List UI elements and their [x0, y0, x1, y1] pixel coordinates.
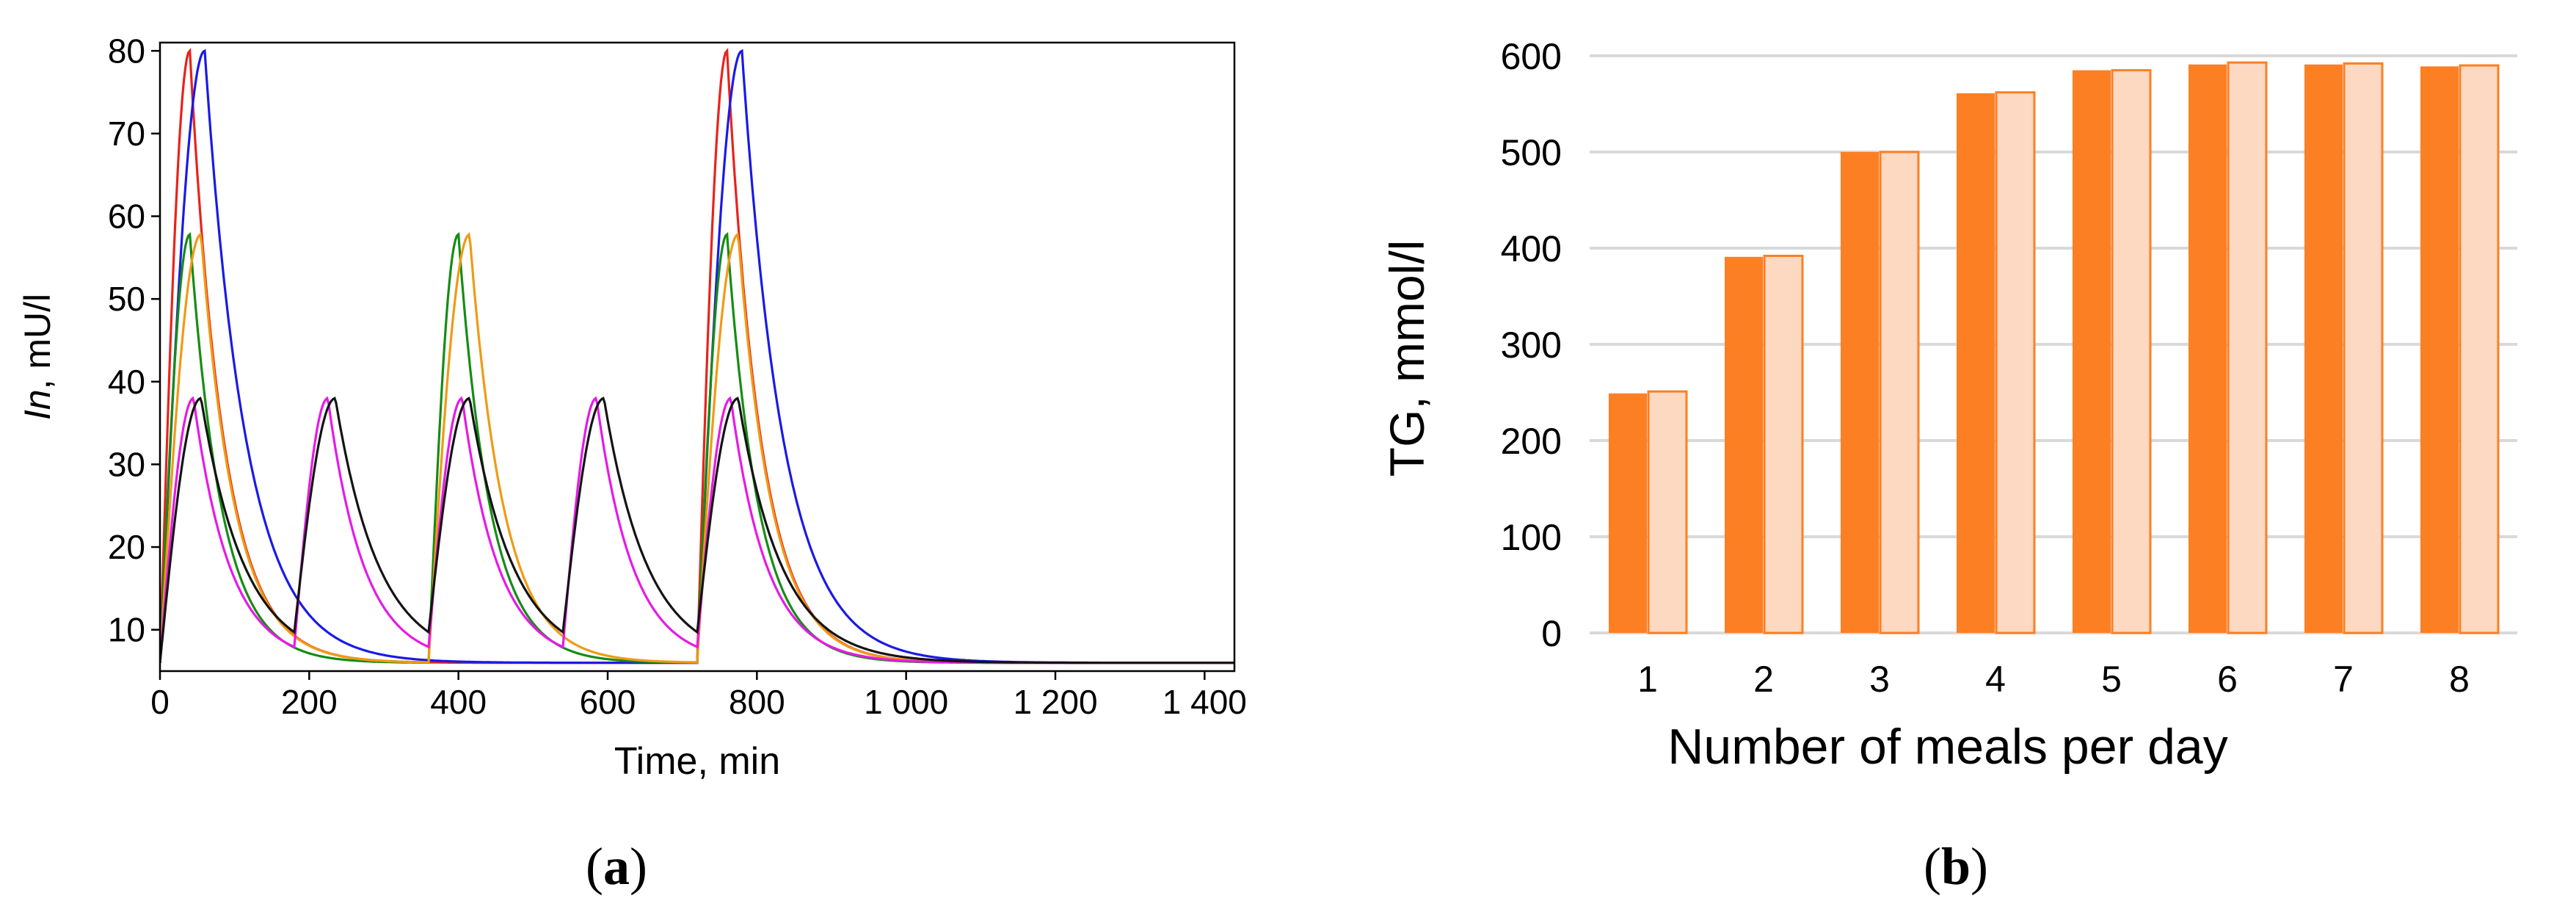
chart-b-y-tick-label: 400	[1501, 228, 1562, 269]
chart-b-bar-series2-cat3	[1879, 151, 1920, 634]
chart-b-y-tick-label: 600	[1501, 36, 1562, 77]
chart-b-y-tick-label: 200	[1501, 421, 1562, 462]
chart-b-y-tick-label: 300	[1501, 325, 1562, 366]
chart-b-x-tick-label: 2	[1753, 659, 1774, 700]
chart-a-panel-label: (a)	[586, 837, 647, 896]
chart-b-x-tick-label: 5	[2101, 659, 2122, 700]
chart-a-series-blue	[160, 48, 1234, 664]
chart-b-bar-series1-cat1	[1609, 393, 1647, 633]
chart-a-x-tick-label: 1 200	[1013, 683, 1097, 721]
chart-b-bar-series2-cat4	[1995, 91, 2036, 634]
chart-a-y-tick-label: 40	[108, 363, 145, 401]
chart-b-x-axis-title: Number of meals per day	[1667, 719, 2227, 775]
chart-b-bar-series1-cat8	[2420, 66, 2459, 633]
chart-b-y-tick-label: 100	[1501, 517, 1562, 558]
chart-a-x-tick-label: 0	[150, 683, 170, 721]
chart-b-x-tick-label: 3	[1869, 659, 1890, 700]
chart-b-y-axis-title: TG, mmol/l	[1380, 240, 1434, 477]
chart-b-panel-label: (b)	[1924, 837, 1988, 896]
chart-b-bar-series1-cat4	[1957, 93, 1995, 634]
chart-a-plot-frame	[159, 41, 1236, 673]
chart-a-x-axis-title: Time, min	[614, 740, 780, 783]
chart-b-y-tick-label: 500	[1501, 132, 1562, 173]
chart-a-y-axis-title: In, mU/l	[17, 294, 58, 420]
chart-b-x-tick-label: 8	[2449, 659, 2470, 700]
chart-a-x-tick-label: 800	[729, 683, 785, 721]
chart-b-bar-series2-cat1	[1647, 390, 1688, 634]
chart-a-y-tick-label: 10	[108, 611, 145, 649]
chart-a: 10 20 30 40 50 60 70 80 0 200 400 600 800 1 000 1 200…	[17, 32, 1247, 896]
chart-a-y-tick-label: 20	[108, 528, 145, 566]
chart-a-lines	[160, 48, 1234, 664]
chart-b: 0 100 200 300 400 500 600 1 2 3 4 5 6 7 8 Number of m…	[1380, 36, 2517, 896]
chart-b-x-tick-label: 7	[2333, 659, 2354, 700]
chart-a-series-orange	[160, 232, 1234, 664]
chart-a-y-tick-label: 80	[108, 32, 145, 70]
chart-a-y-axis: 10 20 30 40 50 60 70 80	[108, 32, 160, 649]
chart-a-x-tick-label: 200	[281, 683, 338, 721]
chart-a-y-tick-label: 70	[108, 115, 145, 153]
chart-a-series-green	[160, 232, 1234, 664]
chart-b-bars	[1609, 61, 2500, 634]
chart-b-bar-series1-cat2	[1725, 256, 1763, 633]
chart-b-bar-series1-cat6	[2188, 64, 2227, 634]
chart-a-y-tick-label: 60	[108, 198, 145, 236]
chart-b-x-tick-label: 1	[1637, 659, 1658, 700]
chart-b-bar-series2-cat6	[2227, 61, 2268, 634]
chart-a-x-tick-label: 1 000	[864, 683, 948, 721]
chart-b-y-axis: 0 100 200 300 400 500 600	[1501, 36, 1562, 654]
chart-a-x-tick-label: 400	[430, 683, 487, 721]
chart-b-y-tick-label: 0	[1541, 613, 1562, 654]
chart-b-bar-series1-cat5	[2073, 70, 2111, 633]
chart-a-x-axis: 0 200 400 600 800 1 000 1 200 1 400	[150, 671, 1247, 721]
chart-a-series-black	[160, 396, 1234, 664]
chart-a-x-tick-label: 1 400	[1163, 683, 1247, 721]
chart-b-x-tick-label: 4	[1985, 659, 2006, 700]
chart-b-x-tick-label: 6	[2217, 659, 2238, 700]
chart-b-bar-series2-cat2	[1763, 254, 1804, 634]
chart-b-bar-series2-cat7	[2343, 62, 2384, 634]
chart-a-y-tick-label: 30	[108, 445, 145, 483]
chart-a-y-tick-label: 50	[108, 280, 145, 318]
chart-b-x-axis: 1 2 3 4 5 6 7 8	[1637, 659, 2470, 700]
chart-b-bar-series1-cat3	[1841, 152, 1879, 633]
chart-b-bar-series1-cat7	[2304, 64, 2343, 634]
chart-b-bar-series2-cat8	[2459, 64, 2500, 634]
chart-a-series-red	[160, 48, 1234, 664]
chart-b-bar-series2-cat5	[2111, 69, 2152, 634]
chart-a-x-tick-label: 600	[580, 683, 636, 721]
